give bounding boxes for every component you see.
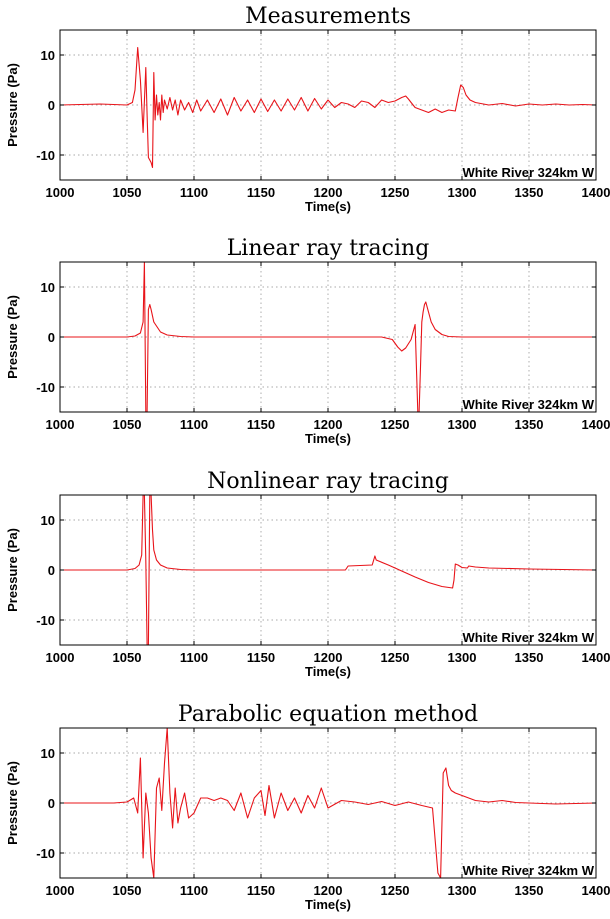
x-tick-label: 1050: [113, 417, 142, 432]
x-axis-label: Time(s): [305, 431, 351, 446]
x-tick-label: 1300: [448, 417, 477, 432]
x-tick-label: 1150: [247, 185, 275, 200]
pressure-trace: [60, 46, 596, 169]
y-tick-label: 0: [48, 330, 55, 345]
pressure-trace: [60, 495, 596, 645]
x-tick-label: 1250: [381, 650, 410, 665]
grid: [60, 495, 596, 645]
x-tick-label: 1200: [314, 417, 343, 432]
station-annotation: White River 324km W: [463, 165, 595, 180]
x-tick-label: 1350: [515, 650, 544, 665]
y-axis-label: Pressure (Pa): [5, 528, 20, 612]
panel-measurements: Measurements Pressure (Pa) Time(s) 1000 1…: [5, 4, 610, 214]
y-tick-label: -10: [36, 148, 55, 163]
y-tick-label: -10: [36, 380, 55, 395]
panel-title: Measurements: [245, 4, 411, 29]
x-tick-label: 1250: [381, 417, 410, 432]
grid: [60, 728, 596, 878]
y-tick-label: -10: [36, 613, 55, 628]
grid: [60, 30, 596, 180]
y-tick-label: 0: [48, 563, 55, 578]
y-tick-label: 10: [41, 280, 55, 295]
x-tick-label: 1250: [381, 185, 410, 200]
y-tick-label: 0: [48, 98, 55, 113]
x-tick-label: 1300: [448, 650, 477, 665]
y-tick-label: 0: [48, 796, 55, 811]
x-tick-label: 1350: [515, 185, 544, 200]
x-tick-label: 1000: [46, 417, 75, 432]
x-tick-label: 1000: [46, 883, 75, 898]
y-tick-label: 10: [41, 48, 55, 63]
x-tick-label: 1350: [515, 883, 544, 898]
y-axis-label: Pressure (Pa): [5, 63, 20, 147]
x-axis-label: Time(s): [305, 199, 351, 214]
pressure-trace: [60, 262, 596, 412]
x-tick-label: 1100: [180, 883, 208, 898]
y-tick-label: -10: [36, 846, 55, 861]
x-tick-label: 1300: [448, 883, 477, 898]
panel-linear-ray-tracing: Linear ray tracing Pressure (Pa) Time(s)…: [5, 236, 610, 446]
panel-nonlinear-ray-tracing: Nonlinear ray tracing Pressure (Pa) Time…: [5, 469, 610, 679]
x-tick-label: 1350: [515, 417, 544, 432]
station-annotation: White River 324km W: [463, 397, 595, 412]
x-tick-label: 1200: [314, 185, 343, 200]
x-tick-label: 1400: [582, 883, 610, 898]
pressure-trace: [60, 728, 596, 878]
y-axis-label: Pressure (Pa): [5, 295, 20, 379]
x-tick-label: 1400: [582, 185, 610, 200]
x-tick-label: 1400: [582, 417, 610, 432]
panel-title: Parabolic equation method: [178, 702, 478, 727]
x-tick-label: 1200: [314, 650, 343, 665]
x-axis-label: Time(s): [305, 897, 351, 912]
x-tick-label: 1250: [381, 883, 410, 898]
y-axis-label: Pressure (Pa): [5, 761, 20, 845]
x-tick-label: 1050: [113, 883, 142, 898]
x-tick-label: 1000: [46, 185, 75, 200]
x-tick-label: 1100: [180, 185, 208, 200]
x-tick-label: 1150: [247, 417, 275, 432]
panel-title: Linear ray tracing: [227, 236, 430, 261]
x-tick-label: 1150: [247, 650, 275, 665]
y-tick-label: 10: [41, 746, 55, 761]
panel-title: Nonlinear ray tracing: [207, 469, 449, 494]
station-annotation: White River 324km W: [463, 630, 595, 645]
x-axis-label: Time(s): [305, 664, 351, 679]
x-tick-label: 1400: [582, 650, 610, 665]
y-tick-label: 10: [41, 513, 55, 528]
x-tick-label: 1100: [180, 417, 208, 432]
x-tick-label: 1300: [448, 185, 477, 200]
x-tick-label: 1050: [113, 650, 142, 665]
station-annotation: White River 324km W: [463, 863, 595, 878]
x-tick-label: 1100: [180, 650, 208, 665]
x-tick-label: 1050: [113, 185, 142, 200]
x-tick-label: 1200: [314, 883, 343, 898]
panel-parabolic-equation-method: Parabolic equation method Pressure (Pa) …: [5, 702, 610, 912]
x-tick-label: 1150: [247, 883, 275, 898]
x-tick-label: 1000: [46, 650, 75, 665]
